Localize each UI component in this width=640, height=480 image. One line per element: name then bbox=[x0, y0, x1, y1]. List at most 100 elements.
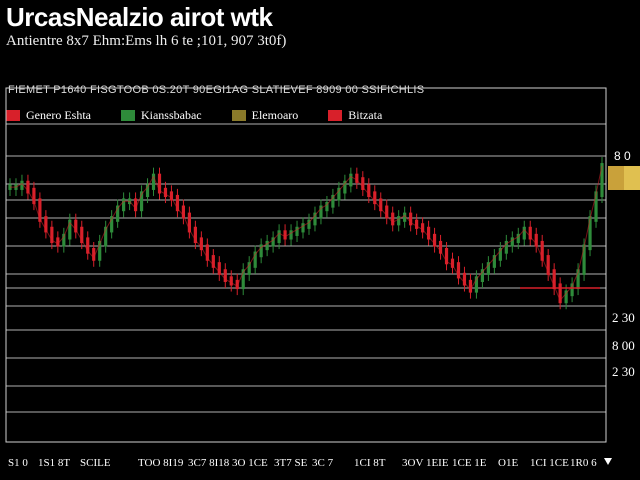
candle-body bbox=[169, 191, 174, 201]
candle-body bbox=[235, 279, 239, 290]
candle-body bbox=[522, 226, 526, 240]
candle-body bbox=[157, 173, 162, 194]
candle-body bbox=[271, 237, 275, 247]
candle-body bbox=[247, 262, 251, 275]
x-tick-label: 1S1 8T bbox=[38, 457, 70, 469]
legend-label: Genero Eshta bbox=[26, 107, 91, 122]
candle-body bbox=[92, 248, 96, 261]
x-tick-label: 3C7 8I18 bbox=[188, 457, 230, 469]
x-tick-label: 1R0 6 bbox=[570, 457, 597, 469]
candle-body bbox=[349, 173, 353, 187]
candle-body bbox=[450, 258, 455, 268]
candle-body bbox=[98, 240, 102, 261]
candle-body bbox=[86, 237, 90, 254]
candle-body bbox=[504, 240, 508, 254]
candle-body bbox=[199, 237, 203, 251]
candle-body bbox=[588, 216, 592, 251]
candle-body bbox=[337, 187, 341, 201]
candle-body bbox=[181, 205, 186, 219]
candle-body bbox=[187, 212, 191, 233]
candle-body bbox=[116, 205, 120, 222]
candle-body bbox=[26, 180, 30, 194]
candle-body bbox=[564, 290, 568, 304]
candle-body bbox=[122, 198, 126, 212]
highlight-marker bbox=[624, 166, 640, 190]
candle-body bbox=[307, 219, 311, 229]
candle-body bbox=[534, 233, 538, 247]
panel-header: FIEMET P1640 FISGTOOB 0S.20T 90EGI1AG SL… bbox=[8, 84, 425, 96]
candle-body bbox=[438, 240, 443, 254]
chart-subtitle: Antientre 8x7 Ehm:Ems lh 6 te ;101, 907 … bbox=[6, 33, 287, 49]
candle-body bbox=[44, 216, 48, 233]
candle-body bbox=[540, 240, 544, 261]
candle-body bbox=[205, 244, 209, 261]
candle-body bbox=[331, 194, 335, 208]
candle-body bbox=[110, 216, 114, 233]
legend-swatch bbox=[328, 109, 343, 121]
candle-body bbox=[480, 269, 485, 282]
x-tick-label: SCILE bbox=[80, 457, 111, 469]
candle-body bbox=[289, 230, 293, 240]
x-tick-label: 3O 1CE bbox=[232, 457, 268, 469]
candle-body bbox=[403, 212, 407, 222]
candle-body bbox=[241, 269, 245, 290]
candle-body bbox=[319, 205, 323, 219]
candle-body bbox=[265, 240, 269, 251]
plot-frame bbox=[5, 87, 607, 443]
legend-label: Kianssbabac bbox=[140, 107, 202, 122]
candle-body bbox=[229, 276, 233, 286]
y-tick-label: 8 0 bbox=[614, 149, 631, 163]
candle-body bbox=[277, 230, 281, 244]
candle-body bbox=[62, 233, 66, 247]
y-tick-label: 2 30 bbox=[612, 364, 635, 379]
x-tick-label: 3C 7 bbox=[312, 457, 334, 469]
candle-body bbox=[32, 187, 36, 205]
x-tick-label: S1 0 bbox=[8, 457, 28, 469]
legend-item[interactable]: Bitzata bbox=[328, 108, 382, 123]
chart-title: UrcasNealzio airot wtk bbox=[6, 2, 273, 32]
candle-body bbox=[217, 262, 221, 275]
y-tick-label: 2 30 bbox=[612, 310, 635, 325]
candle-body bbox=[456, 262, 461, 279]
candle-body bbox=[68, 219, 72, 240]
candle-body bbox=[468, 279, 473, 293]
x-tick-label: TOO 8I19 bbox=[138, 457, 184, 469]
candle-body bbox=[367, 184, 371, 198]
candle-body bbox=[528, 226, 532, 240]
legend-label: Elemoaro bbox=[251, 107, 299, 122]
candle-body bbox=[594, 191, 598, 222]
candle-body bbox=[558, 283, 562, 304]
candle-body bbox=[74, 219, 78, 233]
candle-body bbox=[259, 244, 263, 258]
x-tick-label: 3T7 SE bbox=[274, 457, 308, 469]
candle-body bbox=[426, 226, 431, 240]
highlight-marker bbox=[608, 166, 624, 190]
candle-body bbox=[20, 180, 24, 190]
legend-item[interactable]: Genero Eshta bbox=[6, 108, 91, 123]
candle-body bbox=[576, 269, 580, 290]
candle-body bbox=[163, 187, 168, 198]
candle-body bbox=[343, 180, 347, 194]
series-line bbox=[10, 165, 603, 302]
candle-body bbox=[355, 173, 359, 183]
cursor-marker bbox=[604, 458, 612, 465]
legend-item[interactable]: Kianssbabac bbox=[120, 107, 202, 123]
candle-body bbox=[145, 184, 150, 198]
candle-body bbox=[385, 205, 389, 219]
candle-body bbox=[582, 244, 586, 275]
candle-body bbox=[397, 216, 401, 226]
y-tick-label: 8 00 bbox=[612, 338, 635, 353]
candle-body bbox=[56, 237, 60, 247]
candle-body bbox=[175, 194, 180, 212]
candle-body bbox=[486, 262, 490, 275]
legend-swatch bbox=[6, 109, 20, 121]
candle-body bbox=[421, 223, 425, 233]
x-tick-label: 3OV 1EIE bbox=[402, 457, 449, 469]
candle-body bbox=[444, 248, 449, 265]
legend-item[interactable]: Elemoaro bbox=[231, 107, 299, 123]
candle-body bbox=[546, 255, 550, 275]
candle-body bbox=[409, 212, 413, 226]
candle-body bbox=[361, 177, 365, 190]
legend-swatch bbox=[231, 109, 246, 121]
